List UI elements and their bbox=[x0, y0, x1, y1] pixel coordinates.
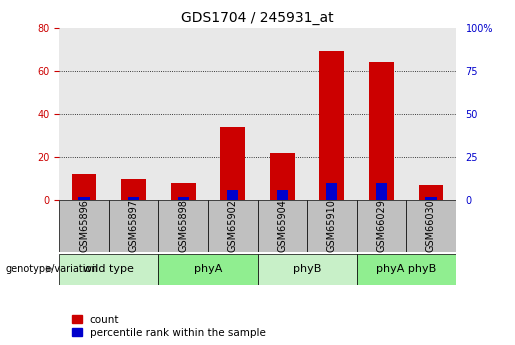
Bar bbox=[406, 200, 456, 252]
Text: GSM65896: GSM65896 bbox=[79, 199, 89, 253]
Text: GSM65897: GSM65897 bbox=[129, 199, 139, 253]
Bar bbox=[78, 197, 90, 200]
Text: GSM66030: GSM66030 bbox=[426, 200, 436, 252]
Bar bbox=[59, 200, 109, 252]
Bar bbox=[319, 51, 344, 200]
Text: phyB: phyB bbox=[293, 264, 321, 274]
Bar bbox=[369, 62, 394, 200]
Bar bbox=[59, 254, 159, 285]
Text: GSM66029: GSM66029 bbox=[376, 199, 386, 253]
Bar bbox=[327, 183, 337, 200]
Text: phyA phyB: phyA phyB bbox=[376, 264, 436, 274]
Bar bbox=[270, 152, 295, 200]
Bar bbox=[159, 254, 258, 285]
Bar bbox=[425, 197, 437, 200]
Bar bbox=[121, 179, 146, 200]
Bar bbox=[72, 174, 96, 200]
Text: wild type: wild type bbox=[83, 264, 134, 274]
Text: genotype/variation: genotype/variation bbox=[5, 264, 98, 274]
Bar bbox=[128, 197, 139, 200]
Bar bbox=[171, 183, 196, 200]
Bar bbox=[356, 254, 456, 285]
Text: GSM65898: GSM65898 bbox=[178, 199, 188, 253]
Bar bbox=[227, 190, 238, 200]
Bar bbox=[307, 200, 356, 252]
Bar bbox=[178, 197, 188, 200]
Text: GSM65904: GSM65904 bbox=[277, 199, 287, 253]
Text: phyA: phyA bbox=[194, 264, 222, 274]
Bar bbox=[419, 185, 443, 200]
Text: GSM65910: GSM65910 bbox=[327, 199, 337, 253]
Bar bbox=[208, 200, 258, 252]
Bar bbox=[220, 127, 245, 200]
Bar bbox=[277, 190, 288, 200]
Bar bbox=[258, 254, 356, 285]
Bar bbox=[109, 200, 159, 252]
Title: GDS1704 / 245931_at: GDS1704 / 245931_at bbox=[181, 11, 334, 25]
Bar bbox=[376, 183, 387, 200]
Bar bbox=[159, 200, 208, 252]
Bar bbox=[258, 200, 307, 252]
Legend: count, percentile rank within the sample: count, percentile rank within the sample bbox=[72, 315, 266, 338]
Bar bbox=[356, 200, 406, 252]
Text: GSM65902: GSM65902 bbox=[228, 199, 238, 253]
